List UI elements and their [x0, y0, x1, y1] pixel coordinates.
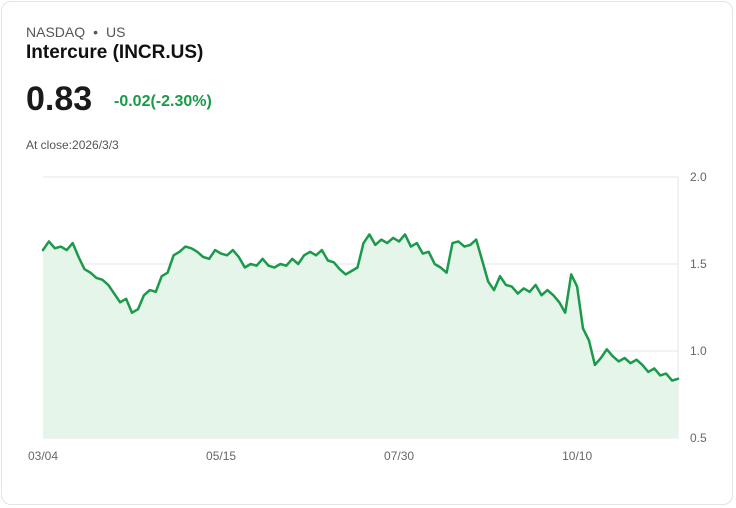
y-tick-label: 2.0: [690, 170, 707, 184]
price-line: [41, 233, 680, 382]
y-tick-label: 0.5: [690, 431, 707, 445]
close-date: At close:2026/3/3: [26, 138, 119, 152]
y-tick-label: 1.0: [690, 344, 707, 358]
x-tick-label: 05/15: [206, 449, 236, 463]
separator-dot: •: [93, 24, 99, 40]
y-tick-label: 1.5: [690, 257, 707, 271]
stock-name: Intercure (INCR.US): [26, 42, 204, 63]
x-tick-label: 10/10: [562, 449, 592, 463]
price-area: [43, 234, 678, 438]
price-change: -0.02(-2.30%): [114, 93, 212, 110]
exchange-name: NASDAQ: [26, 24, 86, 40]
market-name: US: [106, 24, 126, 40]
stock-price: 0.83: [26, 80, 93, 118]
exchange-line: NASDAQ • US: [26, 24, 125, 40]
x-tick-label: 03/04: [28, 449, 58, 463]
x-tick-label: 07/30: [384, 449, 414, 463]
